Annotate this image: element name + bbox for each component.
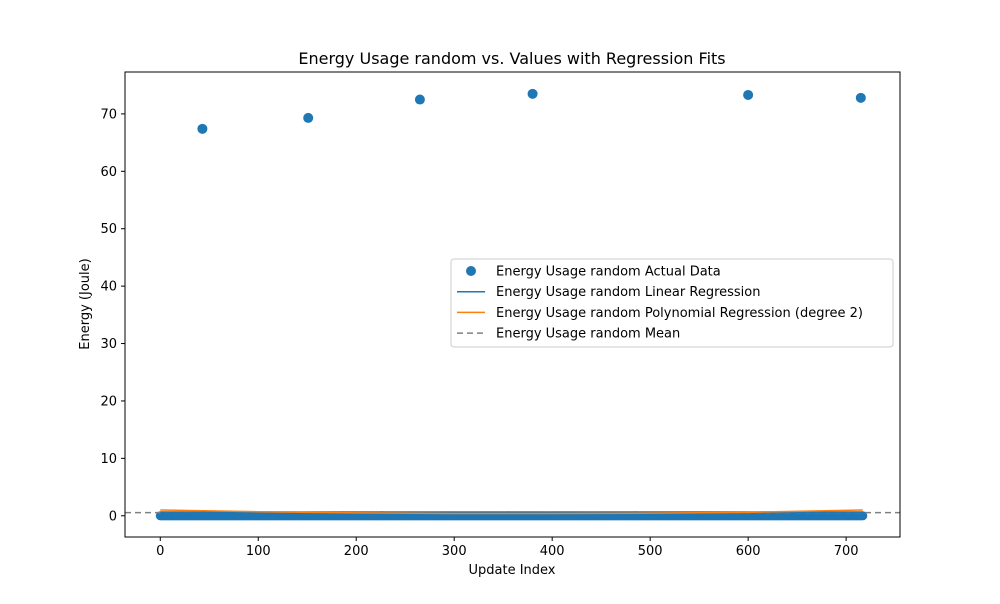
- y-tick-label: 50: [100, 222, 117, 237]
- legend-label: Energy Usage random Mean: [496, 327, 680, 342]
- chart-title: Energy Usage random vs. Values with Regr…: [298, 49, 725, 68]
- legend: Energy Usage random Actual Data Energy Us…: [450, 258, 894, 348]
- legend-label: Energy Usage random Linear Regression: [496, 285, 760, 300]
- scatter-point-outlier: [303, 112, 314, 123]
- poly-regression-line: [160, 509, 863, 515]
- y-tick-label: 40: [100, 280, 117, 295]
- x-tick-label: 300: [442, 544, 467, 559]
- x-tick-label: 0: [156, 544, 164, 559]
- y-tick-label: 60: [100, 165, 117, 180]
- x-tick-label: 600: [736, 544, 761, 559]
- scatter-point-outlier: [527, 88, 538, 99]
- x-axis-label: Update Index: [468, 563, 555, 578]
- y-axis-label: Energy (Joule): [78, 258, 93, 349]
- scatter-point-outlier: [197, 123, 208, 134]
- scatter-point-outlier: [855, 92, 866, 103]
- x-tick-label: 700: [834, 544, 859, 559]
- x-tick-label: 400: [540, 544, 565, 559]
- x-tick-label: 100: [246, 544, 271, 559]
- y-tick-label: 10: [100, 452, 117, 467]
- y-tick-label: 70: [100, 107, 117, 122]
- x-tick-label: 500: [638, 544, 663, 559]
- y-tick-label: 0: [109, 509, 117, 524]
- x-tick-label: 200: [344, 544, 369, 559]
- y-tick-label: 20: [100, 394, 117, 409]
- scatter-point: [858, 511, 868, 521]
- axes-frame: [124, 71, 901, 538]
- legend-box: [450, 258, 894, 348]
- legend-marker: [466, 266, 476, 276]
- y-tick-label: 30: [100, 337, 117, 352]
- scatter-point-outlier: [743, 89, 754, 100]
- scatter-point-outlier: [414, 94, 425, 105]
- legend-label: Energy Usage random Polynomial Regressio…: [496, 306, 863, 321]
- legend-label: Energy Usage random Actual Data: [496, 265, 721, 280]
